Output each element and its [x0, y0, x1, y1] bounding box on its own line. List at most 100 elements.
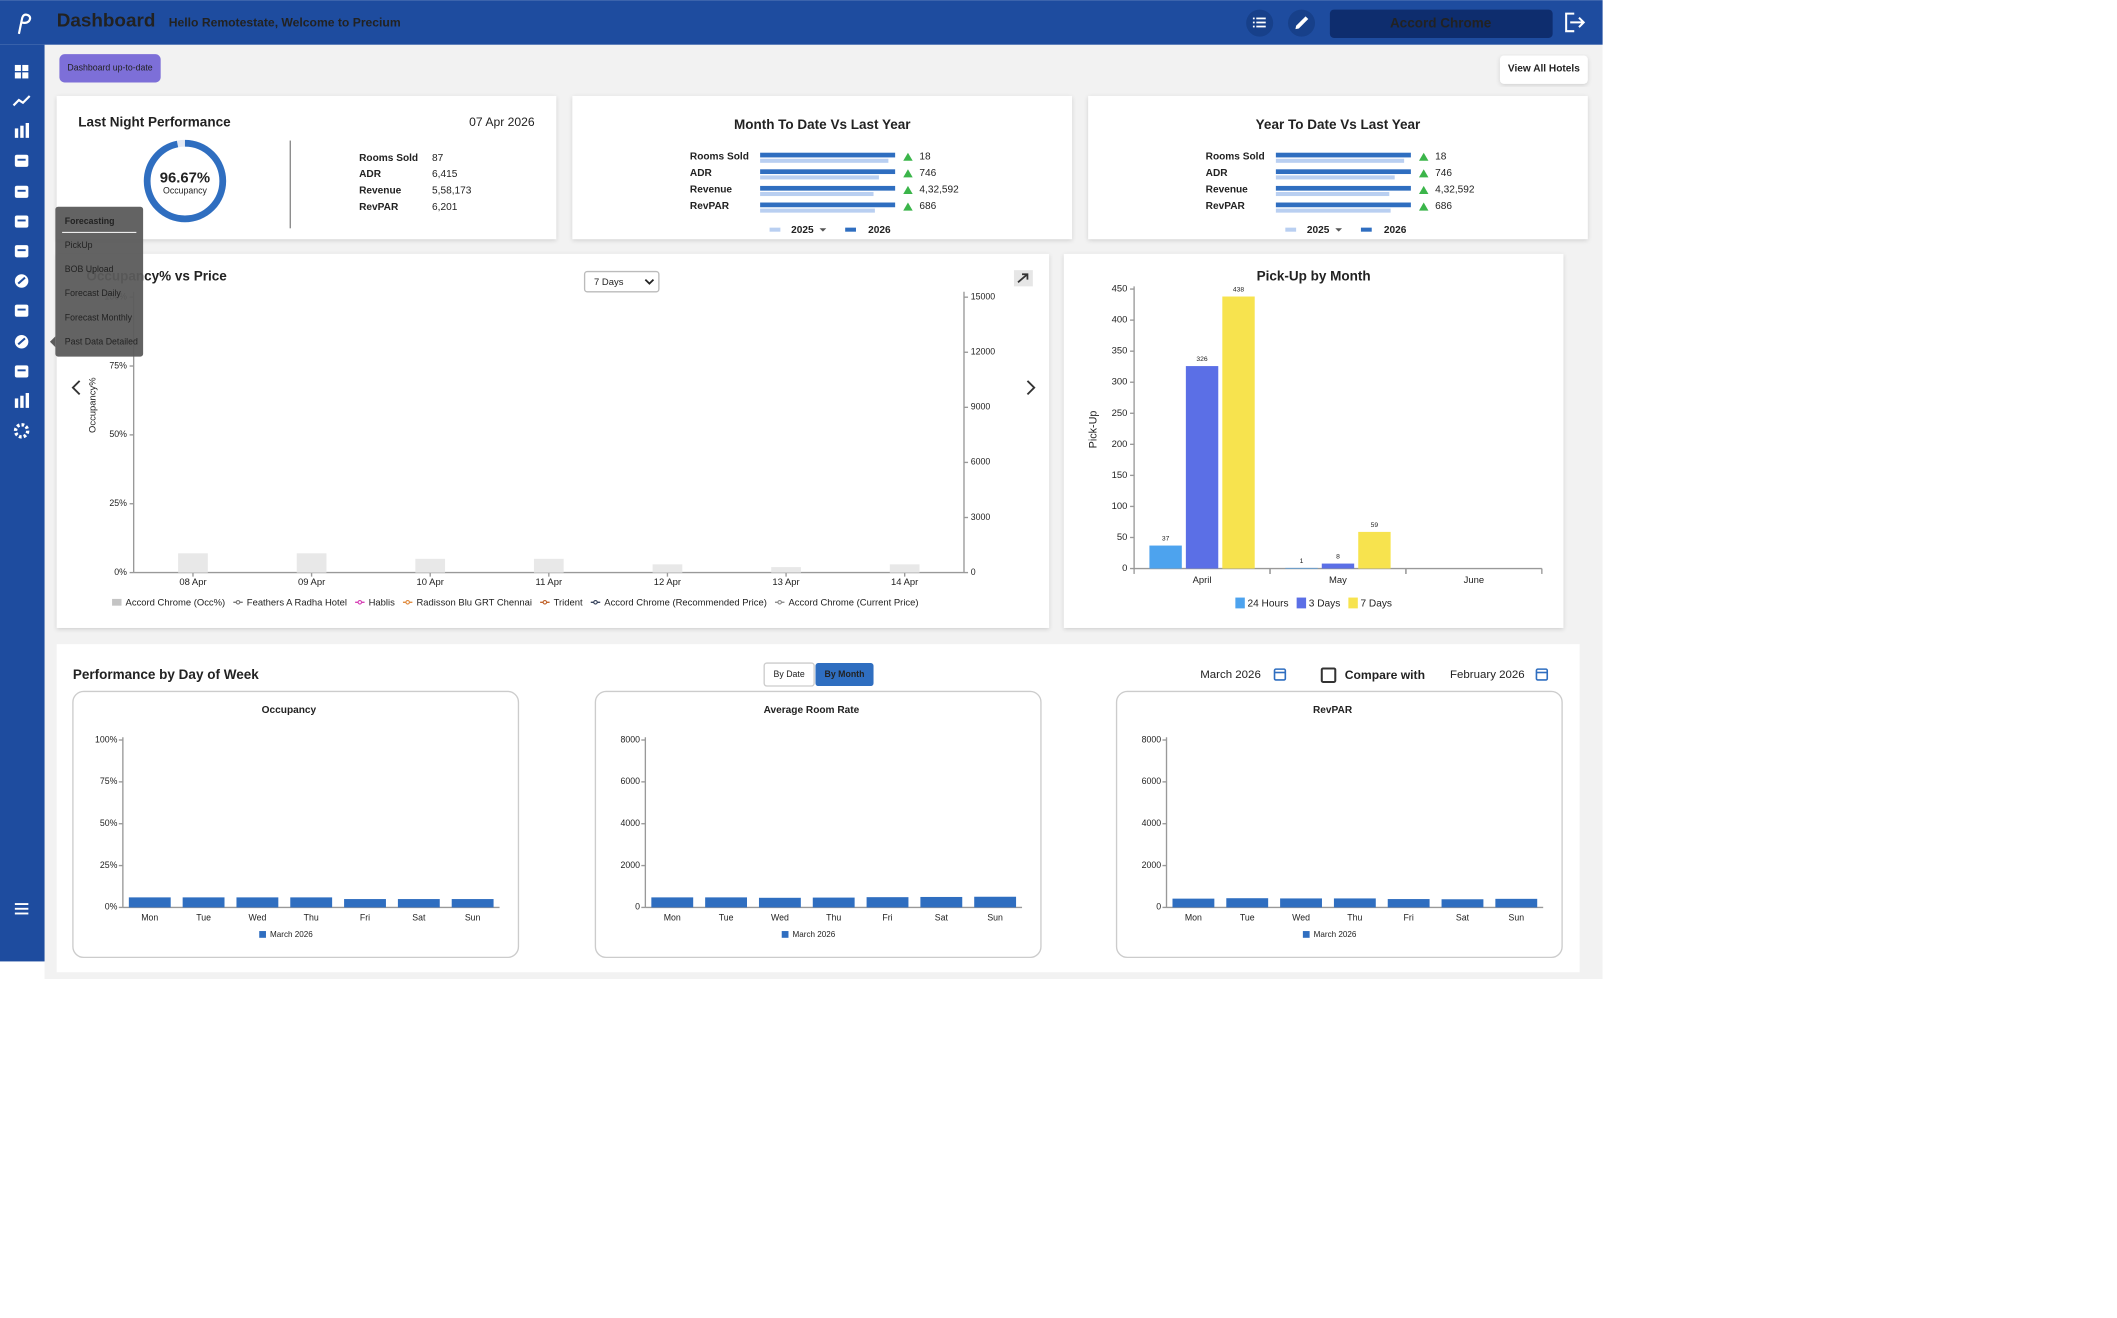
- metric-change: 4,32,592: [1435, 185, 1475, 196]
- legend-item[interactable]: 3 Days: [1296, 597, 1341, 610]
- page-title: Dashboard: [57, 11, 156, 32]
- x-tick-label: Thu: [826, 913, 841, 923]
- hotel-selector[interactable]: Accord Chrome: [1329, 9, 1553, 38]
- y-tick-label: 0: [635, 902, 640, 912]
- y-tick-label: 8000: [620, 734, 640, 744]
- bar: [1441, 899, 1484, 908]
- sidebar-icon[interactable]: [14, 154, 29, 167]
- status-button[interactable]: Dashboard up-to-date: [59, 54, 161, 83]
- x-tick-label: 10 Apr: [417, 577, 444, 588]
- x-tick-label: April: [1193, 575, 1212, 586]
- y-tick-label: 0%: [114, 567, 127, 577]
- sidebar-icon[interactable]: [14, 393, 30, 408]
- sidebar-icon[interactable]: [14, 365, 29, 378]
- sidebar-icon[interactable]: [14, 122, 30, 138]
- sidebar-icon[interactable]: [14, 215, 29, 228]
- legend-item[interactable]: Accord Chrome (Occ%): [112, 597, 225, 608]
- bar-previous: [760, 175, 879, 180]
- menu-item[interactable]: Forecast Monthly: [65, 312, 133, 322]
- list-button[interactable]: [1246, 9, 1274, 37]
- x-tick-label: Sat: [412, 913, 426, 923]
- compare-picker[interactable]: February 2026: [1450, 668, 1549, 681]
- x-tick-label: Thu: [1347, 913, 1362, 923]
- gauge-label: Occupancy: [163, 185, 207, 195]
- legend-item[interactable]: Accord Chrome (Recommended Price): [590, 597, 767, 608]
- sidebar-icon[interactable]: [14, 64, 29, 79]
- x-tick-label: Fri: [1404, 913, 1414, 923]
- sidebar-icon[interactable]: [14, 274, 29, 288]
- next-arrow[interactable]: [1026, 380, 1036, 396]
- sidebar-icon[interactable]: [13, 423, 30, 439]
- sidebar-icon[interactable]: [14, 304, 29, 317]
- legend-marker: [357, 599, 363, 605]
- period-picker[interactable]: March 2026: [1200, 668, 1287, 681]
- chart-title: Pick-Up by Month: [1257, 268, 1371, 283]
- menu-item[interactable]: Forecast Daily: [65, 288, 122, 298]
- y-tick-label: 50: [1117, 532, 1127, 543]
- bar: [1387, 899, 1430, 908]
- y2-tick-label: 12000: [971, 347, 996, 357]
- legend-item[interactable]: March 2026: [259, 930, 313, 939]
- legend-label[interactable]: 2025: [1307, 225, 1330, 236]
- toggle-by-date[interactable]: By Date: [763, 662, 815, 687]
- toggle-by-month[interactable]: By Month: [815, 663, 874, 687]
- sidebar-icon[interactable]: [14, 185, 29, 198]
- legend-label: Hablis: [369, 597, 396, 608]
- legend-item[interactable]: March 2026: [1302, 930, 1357, 939]
- legend-marker: [405, 599, 410, 605]
- y-tick-label: 8000: [1142, 734, 1162, 744]
- up-arrow: [903, 185, 913, 195]
- bar-current: [1275, 152, 1411, 158]
- y-tick-label: 150: [1112, 470, 1128, 481]
- compare-checkbox[interactable]: [1320, 667, 1337, 683]
- up-arrow: [1418, 152, 1429, 161]
- range-dropdown[interactable]: 7 Days: [583, 270, 660, 293]
- bar: [889, 564, 920, 573]
- icon-part: [17, 308, 26, 311]
- legend-label: Accord Chrome (Current Price): [788, 597, 918, 608]
- legend-item[interactable]: March 2026: [781, 930, 836, 939]
- up-arrow: [903, 152, 913, 161]
- bar: [1358, 531, 1391, 569]
- menu-item[interactable]: Past Data Detailed: [65, 336, 138, 346]
- menu-title[interactable]: Forecasting: [65, 216, 115, 226]
- bar: [415, 558, 446, 573]
- legend-label: March 2026: [270, 930, 313, 939]
- legend-item[interactable]: Feathers A Radha Hotel: [233, 597, 347, 608]
- legend-item[interactable]: 24 Hours: [1235, 597, 1289, 610]
- menu-item[interactable]: BOB Upload: [65, 264, 114, 274]
- occupancy-price-card: Occupancy% vs Price 7 DaysOccupancy%0%25%…: [56, 253, 1050, 628]
- icon-part: [17, 189, 26, 192]
- bar: [1321, 563, 1355, 569]
- legend-label: 7 Days: [1361, 598, 1392, 609]
- expand-button[interactable]: [1013, 270, 1033, 287]
- day-of-week-chart: Average Room Rate 0 2000 4000 6000 8000 Mon Tue…: [594, 690, 1042, 959]
- view-all-button[interactable]: View All Hotels: [1499, 55, 1588, 84]
- icon-part: [14, 64, 21, 72]
- sidebar-icon[interactable]: [12, 95, 31, 107]
- metric-name: ADR: [1206, 168, 1229, 179]
- menu-toggle[interactable]: [14, 903, 29, 915]
- legend-item[interactable]: Hablis: [355, 597, 395, 608]
- legend-item[interactable]: Accord Chrome (Current Price): [774, 597, 919, 608]
- x-tick-label: 14 Apr: [891, 577, 918, 588]
- legend-label[interactable]: 2025: [791, 225, 814, 236]
- up-arrow: [1418, 185, 1429, 195]
- edit-button[interactable]: [1288, 9, 1316, 37]
- y-tick-label: 0: [1156, 902, 1161, 912]
- x-tick-label: Sat: [935, 913, 949, 923]
- logout-button[interactable]: [1565, 12, 1586, 33]
- menu-item[interactable]: PickUp: [65, 240, 93, 250]
- bar: [974, 896, 1017, 908]
- y-tick-label: 25%: [109, 498, 127, 508]
- legend-item[interactable]: 7 Days: [1348, 597, 1392, 610]
- legend-item[interactable]: Trident: [540, 597, 583, 608]
- gauge-value: 96.67%: [160, 170, 210, 186]
- logout-icon: [1565, 12, 1586, 33]
- sidebar-icon[interactable]: [14, 245, 29, 258]
- x-tick-label: Tue: [196, 913, 211, 923]
- sidebar-icon[interactable]: [14, 334, 29, 349]
- legend-item[interactable]: Radisson Blu GRT Chennai: [402, 597, 532, 608]
- prev-arrow[interactable]: [71, 380, 81, 396]
- y-tick-label: 4000: [1142, 818, 1162, 828]
